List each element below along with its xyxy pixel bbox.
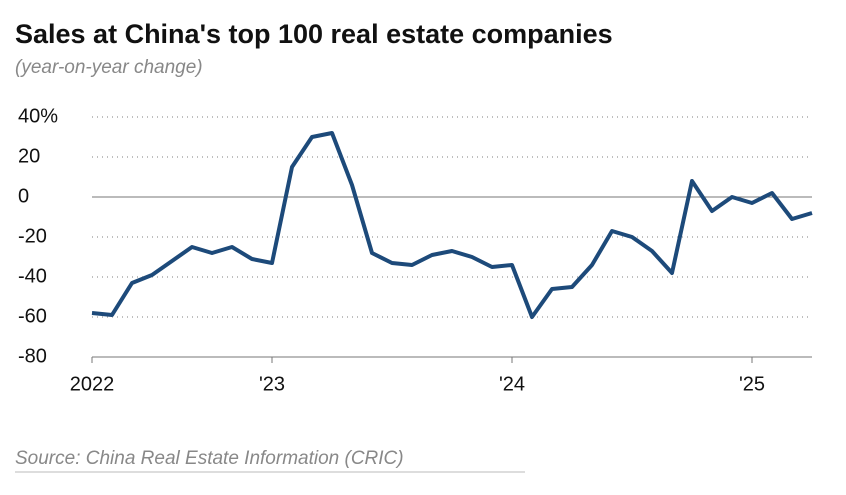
source: Source: China Real Estate Information (C… <box>15 448 404 469</box>
x-tick-label: 2022 <box>70 373 115 395</box>
y-tick-label: -80 <box>18 345 47 367</box>
x-tick-label: '25 <box>739 373 765 395</box>
chart-title: Sales at China's top 100 real estate com… <box>15 19 613 49</box>
line-series <box>91 131 813 319</box>
y-tick-label: -60 <box>18 305 47 327</box>
x-tick-label: '24 <box>499 373 525 395</box>
y-tick-label: 0 <box>18 185 29 207</box>
y-tick-label: -20 <box>18 225 47 247</box>
y-tick-label: 20 <box>18 145 40 167</box>
y-tick-label: 40% <box>18 105 58 127</box>
y-tick-label: -40 <box>18 265 47 287</box>
x-tick-label: '23 <box>259 373 285 395</box>
chart-subtitle: (year-on-year change) <box>15 57 203 78</box>
